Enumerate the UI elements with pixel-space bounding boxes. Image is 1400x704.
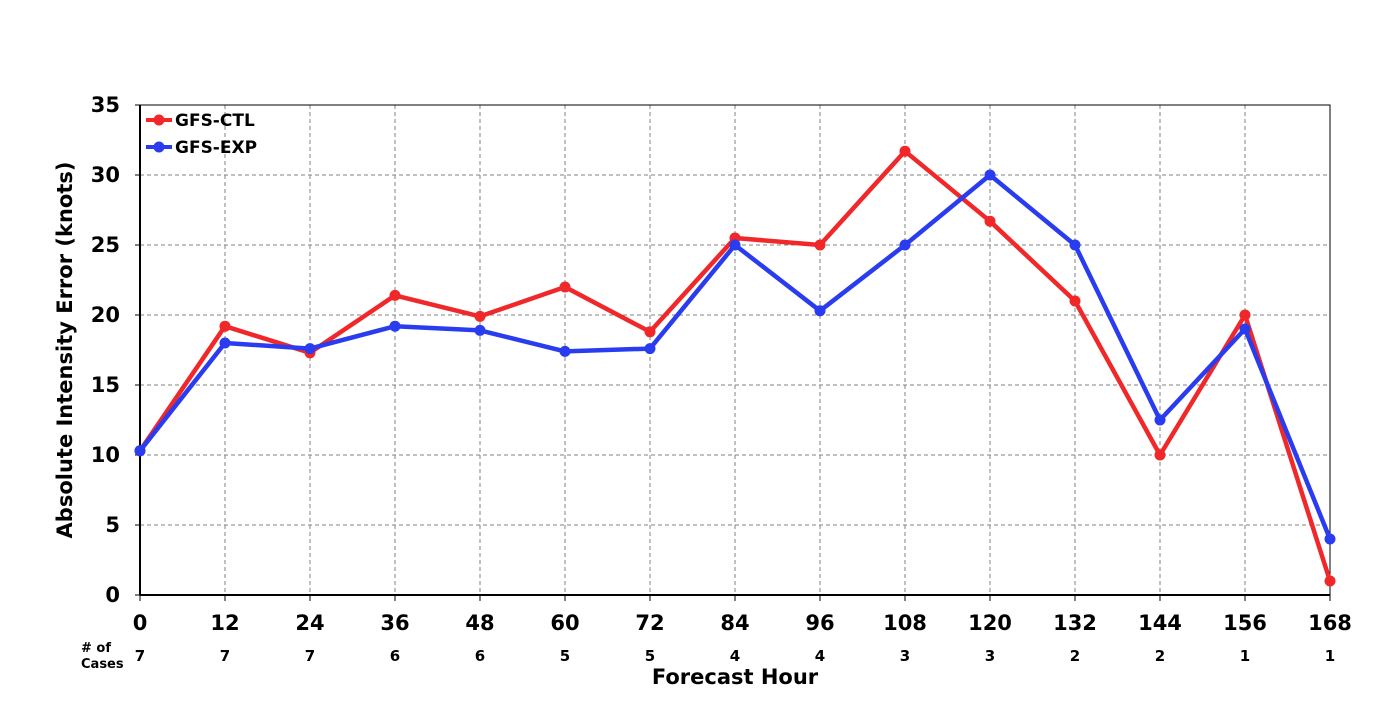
y-axis-ticks: 0 5 10 15 20 25 30 35 <box>91 93 140 607</box>
x-tick-label: 120 <box>968 611 1012 635</box>
data-point-gfs-ctl <box>899 145 911 157</box>
data-point-gfs-exp <box>1324 533 1336 545</box>
data-point-gfs-exp <box>304 343 316 355</box>
case-count-label: 6 <box>390 647 400 665</box>
x-tick-label: 12 <box>210 611 239 635</box>
cases-header-line1: # of <box>81 641 111 656</box>
x-axis-title: Forecast Hour <box>652 665 819 689</box>
y-tick-label: 30 <box>91 163 120 187</box>
y-axis-title: Absolute Intensity Error (knots) <box>53 162 77 539</box>
data-point-gfs-exp <box>1154 414 1166 426</box>
data-point-gfs-exp <box>389 320 401 332</box>
x-tick-label: 0 <box>133 611 148 635</box>
y-tick-label: 35 <box>91 93 120 117</box>
legend-label: GFS-EXP <box>175 138 257 158</box>
x-tick-label: 132 <box>1053 611 1097 635</box>
data-point-gfs-ctl <box>389 289 401 301</box>
case-count-label: 2 <box>1070 647 1080 665</box>
x-tick-label: 144 <box>1138 611 1182 635</box>
cases-row: # of Cases 7 7 7 6 6 5 5 4 4 3 3 2 2 1 1 <box>81 641 1335 672</box>
case-count-label: 6 <box>475 647 485 665</box>
y-tick-label: 0 <box>105 583 120 607</box>
x-tick-label: 48 <box>465 611 494 635</box>
data-point-gfs-ctl <box>1324 575 1336 587</box>
legend-swatch-marker <box>153 141 165 153</box>
data-point-gfs-ctl <box>1154 449 1166 461</box>
data-point-gfs-ctl <box>984 215 996 227</box>
case-count-label: 7 <box>305 647 315 665</box>
legend-item-gfs-ctl: GFS-CTL <box>146 111 255 131</box>
data-point-gfs-exp <box>1069 239 1081 251</box>
y-tick-label: 20 <box>91 303 120 327</box>
legend-swatch-marker <box>153 114 165 126</box>
x-tick-label: 156 <box>1223 611 1267 635</box>
case-count-label: 1 <box>1240 647 1250 665</box>
y-tick-label: 5 <box>105 513 120 537</box>
case-count-label: 3 <box>900 647 910 665</box>
data-point-gfs-ctl <box>559 281 571 293</box>
gridlines <box>140 105 1330 595</box>
data-point-gfs-ctl <box>474 310 486 322</box>
legend-label: GFS-CTL <box>175 111 255 131</box>
case-count-label: 5 <box>645 647 655 665</box>
data-point-gfs-exp <box>474 324 486 336</box>
y-tick-label: 15 <box>91 373 120 397</box>
data-point-gfs-exp <box>134 445 146 457</box>
case-count-label: 7 <box>135 647 145 665</box>
y-tick-label: 10 <box>91 443 120 467</box>
case-count-label: 3 <box>985 647 995 665</box>
series-gfs-exp <box>134 169 1336 545</box>
data-point-gfs-ctl <box>644 326 656 338</box>
case-count-label: 4 <box>815 647 825 665</box>
x-axis-ticks: 0 12 24 36 48 60 72 84 96 108 120 132 144 156 168 <box>133 595 1352 635</box>
legend-item-gfs-exp: GFS-EXP <box>146 138 257 158</box>
data-point-gfs-ctl <box>814 239 826 251</box>
data-point-gfs-exp <box>219 337 231 349</box>
case-count-label: 4 <box>730 647 740 665</box>
x-tick-label: 60 <box>550 611 579 635</box>
series-group <box>134 145 1336 587</box>
case-count-label: 1 <box>1325 647 1335 665</box>
case-count-label: 7 <box>220 647 230 665</box>
x-tick-label: 36 <box>380 611 409 635</box>
y-tick-label: 25 <box>91 233 120 257</box>
data-point-gfs-exp <box>1239 323 1251 335</box>
cases-header-line2: Cases <box>81 657 124 672</box>
legend: GFS-CTL GFS-EXP <box>146 111 257 158</box>
data-point-gfs-exp <box>814 305 826 317</box>
case-count-label: 5 <box>560 647 570 665</box>
case-count-label: 2 <box>1155 647 1165 665</box>
data-point-gfs-exp <box>729 239 741 251</box>
x-tick-label: 84 <box>720 611 749 635</box>
x-tick-label: 108 <box>883 611 927 635</box>
data-point-gfs-exp <box>644 343 656 355</box>
x-tick-label: 168 <box>1308 611 1352 635</box>
data-point-gfs-ctl <box>1239 309 1251 321</box>
data-point-gfs-exp <box>559 345 571 357</box>
x-tick-label: 96 <box>805 611 834 635</box>
x-tick-label: 24 <box>295 611 324 635</box>
data-point-gfs-ctl <box>219 320 231 332</box>
series-gfs-ctl <box>134 145 1336 587</box>
data-point-gfs-exp <box>984 169 996 181</box>
x-tick-label: 72 <box>635 611 664 635</box>
data-point-gfs-ctl <box>1069 295 1081 307</box>
data-point-gfs-exp <box>899 239 911 251</box>
